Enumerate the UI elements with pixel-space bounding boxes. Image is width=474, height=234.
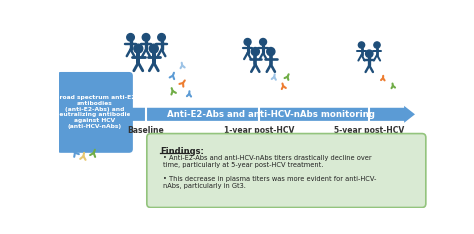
Circle shape xyxy=(134,44,143,53)
Text: • This decrease in plasma titers was more evident for anti-HCV-
nAbs, particular: • This decrease in plasma titers was mor… xyxy=(163,176,376,189)
Circle shape xyxy=(149,44,158,53)
Text: Baseline: Baseline xyxy=(128,126,164,135)
Circle shape xyxy=(374,42,380,48)
Circle shape xyxy=(260,39,266,45)
Text: Findings:: Findings: xyxy=(160,147,204,156)
Circle shape xyxy=(158,33,165,41)
Circle shape xyxy=(244,39,251,45)
Text: • Anti-E2-Abs and anti-HCV-nAbs titers drastically decline over
time, particular: • Anti-E2-Abs and anti-HCV-nAbs titers d… xyxy=(163,155,372,168)
Text: Broad spectrum anti-E2
antibodies
(anti-E2-Abs) and
neutralizing antibodies
agai: Broad spectrum anti-E2 antibodies (anti-… xyxy=(55,95,135,129)
FancyBboxPatch shape xyxy=(57,72,133,153)
Circle shape xyxy=(127,33,134,41)
Text: 1-year post-HCV
treatment: 1-year post-HCV treatment xyxy=(224,126,294,145)
Circle shape xyxy=(267,48,275,56)
Circle shape xyxy=(358,42,365,48)
Circle shape xyxy=(365,50,373,57)
FancyBboxPatch shape xyxy=(147,134,426,208)
FancyArrow shape xyxy=(130,106,415,123)
Circle shape xyxy=(251,48,259,56)
Text: Anti-E2-Abs and anti-HCV-nAbs monitoring: Anti-E2-Abs and anti-HCV-nAbs monitoring xyxy=(167,110,375,119)
Text: 5-year post-HCV
treatment: 5-year post-HCV treatment xyxy=(334,126,404,145)
Circle shape xyxy=(142,33,150,41)
